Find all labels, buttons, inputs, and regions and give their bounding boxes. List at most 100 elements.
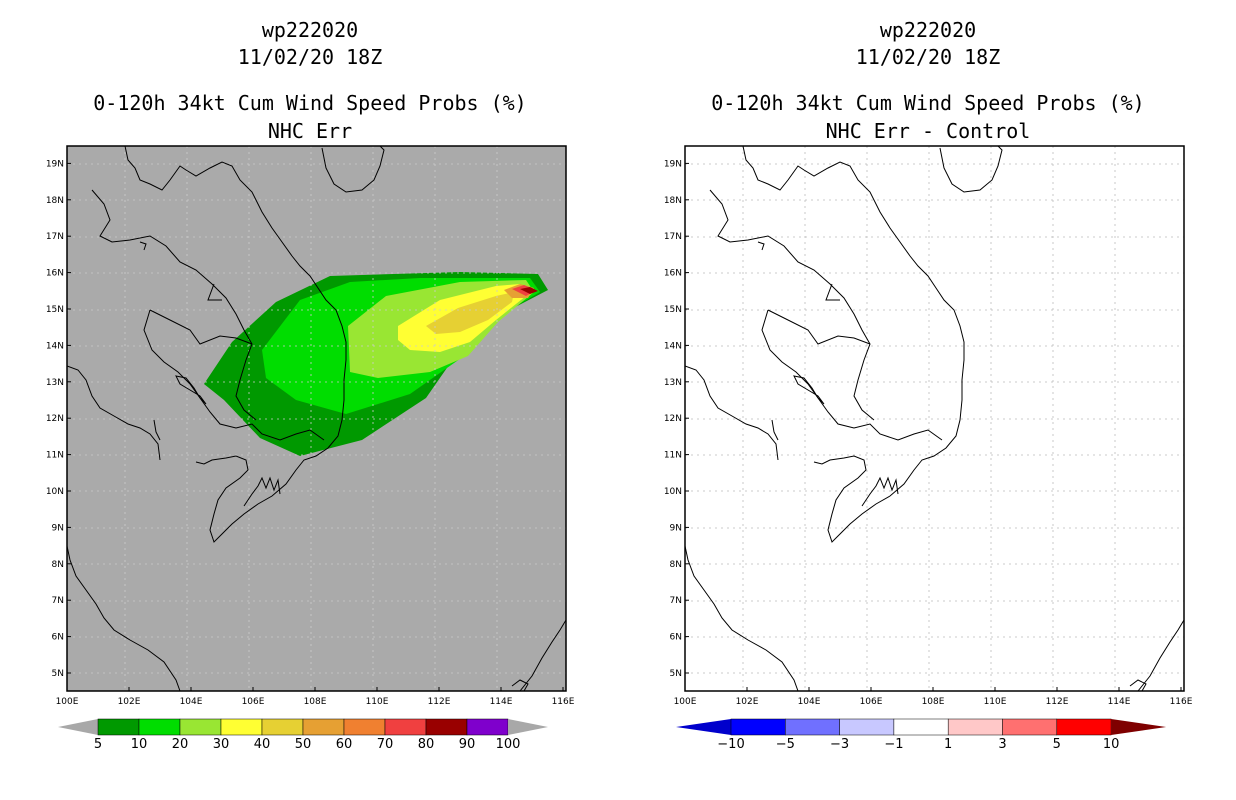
right-colorbar-label: 10 <box>1103 737 1120 752</box>
left-colorbar-box <box>425 718 468 736</box>
left-lat-label: 6N <box>52 633 64 643</box>
left-date: 11/02/20 18Z <box>237 45 383 69</box>
right-lat-label: 12N <box>664 414 682 424</box>
right-lon-label: 100E <box>674 697 697 707</box>
right-colorbar-box <box>893 718 949 736</box>
left-colorbar-box <box>179 718 222 736</box>
left-lon-label: 116E <box>552 697 575 707</box>
left-lat-label: 14N <box>46 341 64 351</box>
right-colorbar-label: −10 <box>717 737 744 752</box>
right-map-background <box>685 146 1184 691</box>
right-colorbar-label: 3 <box>998 737 1006 752</box>
right-lat-label: 18N <box>664 196 682 206</box>
right-lon-label: 106E <box>860 697 883 707</box>
left-lon-label: 106E <box>242 697 265 707</box>
left-colorbar-label: 70 <box>377 737 394 752</box>
left-lat-label: 5N <box>52 669 64 679</box>
right-date: 11/02/20 18Z <box>855 45 1001 69</box>
left-lat-label: 15N <box>46 305 64 315</box>
right-lat-label: 16N <box>664 269 682 279</box>
right-storm-id: wp222020 <box>879 18 977 42</box>
right-colorbar-label: −1 <box>884 737 903 752</box>
right-lon-label: 102E <box>736 697 759 707</box>
right-variant-title: NHC Err - Control <box>825 119 1031 143</box>
left-lat-label: 16N <box>46 269 64 279</box>
left-lat-label: 13N <box>46 378 64 388</box>
right-product-title: 0-120h 34kt Cum Wind Speed Probs (%) <box>711 91 1145 115</box>
right-colorbar-over-triangle <box>1111 719 1167 735</box>
right-colorbar-label: −3 <box>830 737 849 752</box>
left-colorbar-box <box>220 718 263 736</box>
right-colorbar-box <box>730 718 786 736</box>
left-lon-label: 114E <box>490 697 513 707</box>
right-gridlines <box>685 146 1184 691</box>
left-lat-label: 10N <box>46 487 64 497</box>
left-lat-label: 8N <box>52 560 64 570</box>
left-colorbar-box <box>343 718 386 736</box>
right-lat-label: 17N <box>664 232 682 242</box>
left-colorbar-box <box>138 718 181 736</box>
left-lon-label: 100E <box>56 697 79 707</box>
right-colorbar-box <box>839 718 895 736</box>
right-map <box>684 145 1185 692</box>
left-colorbar-label: 60 <box>336 737 353 752</box>
left-colorbar-label: 90 <box>459 737 476 752</box>
left-colorbar-label: 80 <box>418 737 435 752</box>
right-lat-label: 5N <box>670 669 682 679</box>
left-colorbar-box <box>384 718 427 736</box>
right-lon-label: 104E <box>798 697 821 707</box>
left-lat-label: 19N <box>46 159 64 169</box>
right-colorbar-label: −5 <box>776 737 795 752</box>
left-gridlines <box>67 146 566 691</box>
left-colorbar-box <box>97 718 140 736</box>
right-lat-label: 7N <box>670 596 682 606</box>
left-colorbar-label: 50 <box>295 737 312 752</box>
left-lon-label: 112E <box>428 697 451 707</box>
left-colorbar-box <box>466 718 509 736</box>
left-lon-label: 104E <box>180 697 203 707</box>
left-colorbar-label: 5 <box>94 737 102 752</box>
axis-tick-labels: 100E 102E 104E 106E 108E 110E 112E 114E 116E 5N 6N… <box>46 159 1193 707</box>
left-product-title: 0-120h 34kt Cum Wind Speed Probs (%) <box>93 91 527 115</box>
right-lon-label: 114E <box>1108 697 1131 707</box>
right-lat-label: 10N <box>664 487 682 497</box>
right-lat-label: 9N <box>670 523 682 533</box>
left-colorbar-label: 10 <box>131 737 148 752</box>
right-colorbar-box <box>1002 718 1058 736</box>
left-colorbar-label: 20 <box>172 737 189 752</box>
left-colorbar-under-triangle <box>58 719 98 735</box>
right-colorbar-box <box>947 718 1003 736</box>
left-colorbar-box <box>302 718 345 736</box>
left-map <box>66 145 567 692</box>
right-lat-label: 15N <box>664 305 682 315</box>
right-colorbar-label: 5 <box>1053 737 1061 752</box>
left-colorbar-over-triangle <box>508 719 548 735</box>
left-lat-label: 11N <box>46 451 64 461</box>
left-lat-label: 9N <box>52 523 64 533</box>
left-lat-label: 17N <box>46 232 64 242</box>
right-lon-label: 112E <box>1046 697 1069 707</box>
right-lon-label: 116E <box>1170 697 1193 707</box>
right-colorbar-under-triangle <box>676 719 731 735</box>
right-lon-label: 108E <box>922 697 945 707</box>
left-lat-label: 18N <box>46 196 64 206</box>
left-storm-id: wp222020 <box>261 18 359 42</box>
right-lat-label: 8N <box>670 560 682 570</box>
left-colorbar-label: 30 <box>213 737 230 752</box>
left-lat-label: 7N <box>52 596 64 606</box>
left-lon-label: 110E <box>366 697 389 707</box>
left-colorbar-label: 40 <box>254 737 271 752</box>
right-lon-label: 110E <box>984 697 1007 707</box>
right-lat-label: 13N <box>664 378 682 388</box>
left-lat-label: 12N <box>46 414 64 424</box>
right-colorbar-box <box>1056 718 1112 736</box>
right-colorbar-label: 1 <box>944 737 952 752</box>
right-colorbar-box <box>785 718 840 736</box>
right-lat-label: 19N <box>664 159 682 169</box>
right-lat-label: 6N <box>670 633 682 643</box>
colorbars: 5 10 20 30 40 50 60 70 80 90 100 −10 −5 −3 −1 1 3 5 10 <box>58 718 1167 752</box>
right-lat-label: 11N <box>664 451 682 461</box>
left-variant-title: NHC Err <box>267 119 353 143</box>
right-lat-label: 14N <box>664 341 682 351</box>
